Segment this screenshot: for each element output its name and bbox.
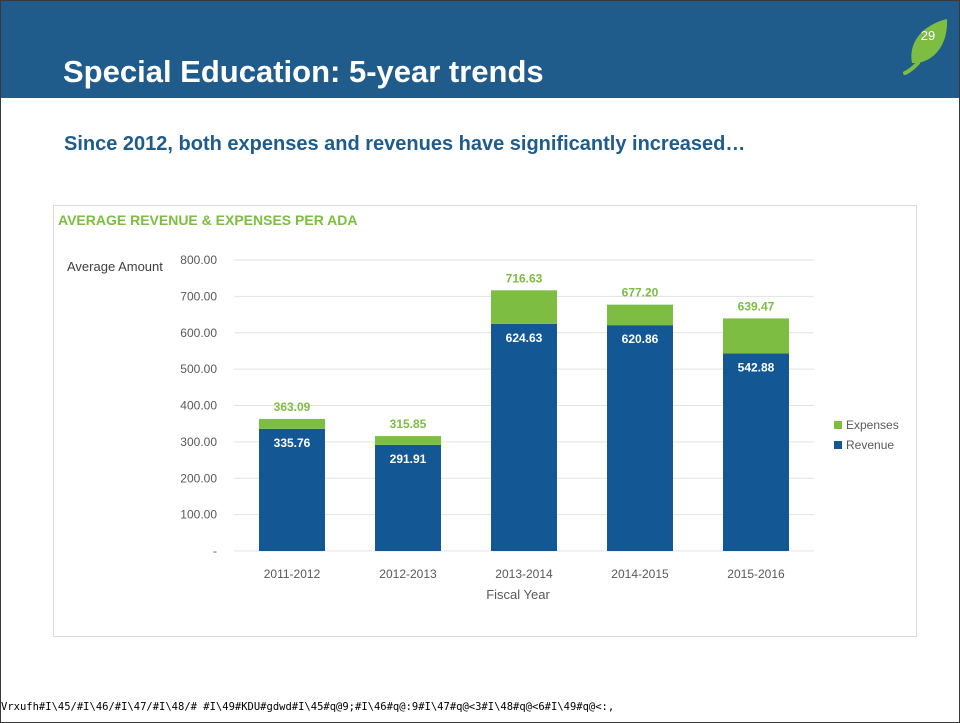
y-tick-labels: - 100.00 200.00 300.00 400.00 500.00 600.00 700…	[180, 253, 217, 558]
revenue-data-label: 620.86	[622, 332, 659, 346]
leaf-shape	[911, 19, 948, 63]
revenue-bar	[607, 325, 673, 551]
slide-title: Special Education: 5-year trends	[63, 54, 544, 89]
y-tick-label: 100.00	[180, 508, 217, 522]
revenue-data-label: 542.88	[738, 361, 775, 375]
y-tick-label: -	[213, 544, 217, 558]
y-tick-label: 600.00	[180, 326, 217, 340]
legend: Expenses Revenue	[834, 418, 899, 452]
expenses-bar	[375, 436, 441, 445]
y-tick-label: 800.00	[180, 253, 217, 267]
legend-label: Revenue	[846, 438, 894, 452]
bars: 335.76 363.09 291.91 315.85 624.63 716.63 620.…	[259, 271, 789, 551]
y-tick-label: 400.00	[180, 399, 217, 413]
legend-swatch	[834, 441, 842, 449]
revenue-data-label: 291.91	[390, 452, 427, 466]
x-tick-label: 2012-2013	[379, 567, 437, 581]
total-data-label: 716.63	[506, 271, 543, 285]
leaf-icon	[903, 19, 948, 75]
expenses-bar	[491, 290, 557, 324]
y-axis-label: Average Amount	[67, 259, 163, 274]
chart-container: AVERAGE REVENUE & EXPENSES PER ADA Avera…	[53, 205, 917, 637]
legend-label: Expenses	[846, 418, 899, 432]
revenue-bar	[723, 353, 789, 551]
bar-chart: AVERAGE REVENUE & EXPENSES PER ADA Avera…	[58, 212, 899, 602]
revenue-bar	[259, 428, 325, 551]
x-axis-label: Fiscal Year	[486, 587, 550, 602]
x-tick-labels: 2011-2012 2012-2013 2013-2014 2014-2015 2015…	[264, 567, 785, 581]
revenue-bar	[375, 444, 441, 551]
chart-title: AVERAGE REVENUE & EXPENSES PER ADA	[58, 212, 358, 228]
slide-header: Special Education: 5-year trends 29	[1, 1, 959, 98]
y-tick-label: 200.00	[180, 471, 217, 485]
expenses-bar	[259, 418, 325, 429]
x-tick-label: 2014-2015	[611, 567, 669, 581]
total-data-label: 677.20	[622, 286, 659, 300]
total-data-label: 315.85	[390, 417, 427, 431]
total-data-label: 639.47	[738, 299, 775, 313]
expenses-bar	[607, 304, 673, 326]
revenue-data-label: 335.76	[274, 436, 311, 450]
expenses-bar	[723, 318, 789, 354]
legend-swatch	[834, 421, 842, 429]
y-tick-label: 300.00	[180, 435, 217, 449]
slide-number: 29	[920, 28, 936, 43]
y-tick-label: 500.00	[180, 362, 217, 376]
revenue-data-label: 624.63	[506, 331, 543, 345]
leaf-stem	[903, 61, 920, 75]
x-tick-label: 2015-2016	[727, 567, 785, 581]
total-data-label: 363.09	[274, 400, 311, 414]
revenue-bar	[491, 323, 557, 551]
source-footnote: Vrxufh#I\45/#I\46/#I\47/#I\48/# #I\49#KD…	[1, 701, 615, 713]
x-tick-label: 2011-2012	[264, 567, 321, 581]
y-tick-label: 700.00	[180, 289, 217, 303]
x-tick-label: 2013-2014	[495, 567, 553, 581]
slide-subtitle: Since 2012, both expenses and revenues h…	[64, 133, 746, 155]
